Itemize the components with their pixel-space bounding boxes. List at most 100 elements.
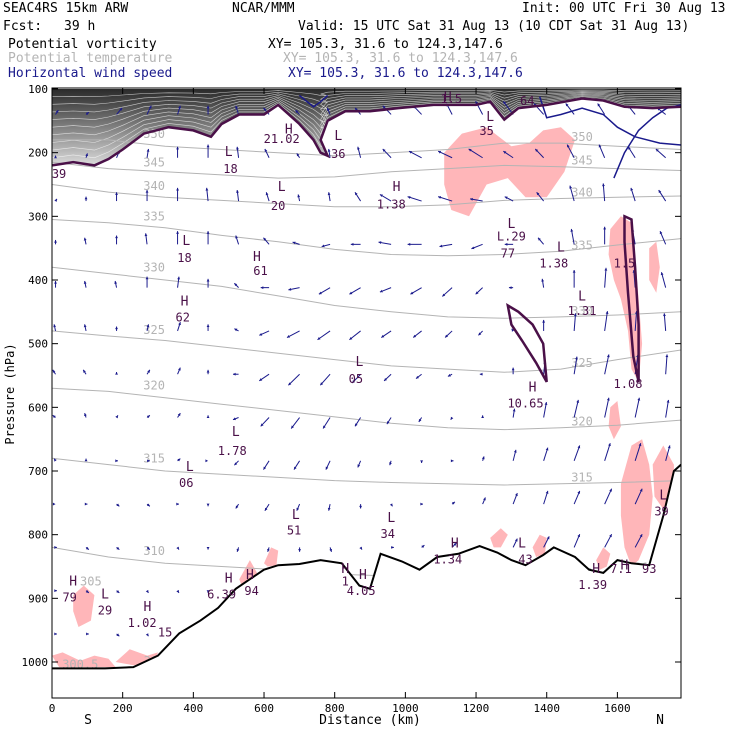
wind-vector-arrow (534, 148, 544, 159)
wind-vector-arrow (407, 196, 422, 202)
wind-maximum-shading (52, 652, 116, 668)
wind-vector-arrow (146, 369, 151, 375)
wind-maximum-shading (649, 241, 660, 293)
theta-contour-label: 305 (80, 575, 102, 589)
field-wind-xy: XY= 105.3, 31.6 to 124.3,147.6 (288, 66, 523, 81)
pv-extremum-value: 06 (179, 476, 193, 490)
theta-contour-line (52, 184, 681, 208)
wind-vector-arrow (604, 267, 608, 288)
terrain-fill (52, 464, 681, 694)
wind-vector-arrow (658, 189, 667, 202)
wind-maximum-shading (239, 560, 257, 589)
wind-maximum-shading (264, 547, 279, 567)
pressure-center-marker: L (292, 508, 300, 523)
wind-vector-arrow (52, 502, 56, 506)
wind-vector-arrow (478, 330, 483, 336)
wind-vector-arrow (206, 278, 210, 288)
wind-vector-arrow (234, 328, 239, 332)
wind-vector-arrow (115, 372, 118, 375)
wind-vector-arrow (418, 417, 423, 423)
wind-vector-arrow (543, 536, 550, 548)
theta-contour-line (52, 457, 681, 486)
wind-vector-arrow (145, 276, 149, 288)
wind-vector-arrow (54, 198, 58, 202)
pv-extremum-value: L.29 (497, 230, 526, 244)
wind-vector-arrow (421, 544, 425, 548)
wind-vector-arrow (86, 632, 89, 636)
theta-contour-line (52, 330, 681, 373)
pressure-center-marker: L (659, 489, 667, 504)
pv-extremum-value: 1.08 (614, 377, 643, 391)
wind-vector-arrow (573, 356, 578, 375)
wind-vector-arrow (52, 414, 56, 419)
wind-vector-arrow (481, 456, 485, 461)
wind-vector-arrow (439, 243, 453, 248)
wind-vector-arrow (655, 148, 666, 159)
wind-vector-arrow (146, 105, 152, 115)
wind-vector-arrow (634, 397, 641, 418)
theta-contour-label: 330 (143, 261, 165, 275)
wind-vector-arrow (504, 242, 514, 246)
x-tick-label: 400 (183, 702, 203, 715)
wind-vector-arrow (604, 488, 613, 505)
wind-vector-arrow (84, 458, 88, 462)
wind-vector-arrow (82, 369, 87, 375)
wind-vector-arrow (604, 443, 611, 461)
theta-contour-label: 320 (571, 415, 593, 429)
wind-speed-contour (538, 96, 681, 146)
wind-vector-arrow (630, 187, 636, 202)
wind-vector-arrow (604, 397, 610, 418)
wind-vector-arrow (627, 146, 636, 159)
theta-contour-line (52, 387, 681, 431)
pressure-center-marker: H (393, 180, 401, 195)
wind-vector-arrow (511, 367, 515, 375)
pressure-center-marker: H (246, 568, 254, 583)
organization: NCAR/MMM (232, 1, 295, 16)
wind-vector-arrow (115, 415, 119, 419)
wind-maximum-shading (73, 585, 95, 627)
wind-vector-arrow (665, 445, 671, 461)
wind-vector-arrow (569, 185, 575, 202)
pv-closed-contour (506, 303, 548, 383)
wind-vector-arrow (177, 105, 181, 115)
pv-extremum-value: 29 (98, 603, 112, 617)
pv-extremum-value: 64 (520, 94, 534, 108)
pressure-center-marker: L (334, 129, 342, 144)
wind-vector-arrow (206, 144, 210, 158)
wind-vector-arrow (114, 280, 118, 288)
wind-vector-arrow (53, 324, 57, 332)
theta-contour-label: 315 (571, 471, 593, 485)
wind-vector-arrow (321, 243, 331, 248)
wind-vector-arrow (85, 590, 90, 594)
wind-vector-arrow (382, 148, 392, 159)
wind-vector-arrow (83, 280, 87, 288)
pressure-center-marker: H (444, 91, 452, 106)
wind-vector-arrow (511, 328, 515, 332)
wind-speed-contour (613, 104, 681, 179)
wind-vector-arrow (286, 330, 300, 338)
wind-vector-arrow (603, 226, 607, 245)
wind-vector-arrow (468, 148, 483, 159)
wind-maximum-shading (620, 439, 653, 567)
wind-vector-arrow (176, 589, 180, 594)
wind-vector-arrow (327, 504, 331, 511)
wind-vector-arrow (54, 239, 57, 245)
wind-vector-arrow (55, 109, 59, 115)
pv-extremum-value: 93 (642, 562, 656, 576)
wind-vector-arrow (145, 589, 149, 594)
pressure-center-marker: L (186, 460, 194, 475)
y-tick-label: 800 (28, 529, 48, 542)
wind-vector-arrow (543, 490, 549, 505)
wind-vector-arrow (267, 547, 270, 552)
wind-vector-arrow (85, 111, 90, 116)
wind-vector-arrow (176, 502, 179, 506)
pv-extremum-value: 51 (287, 524, 301, 538)
wind-vector-arrow (115, 192, 118, 202)
wind-vector-arrow (84, 196, 88, 202)
forecast-label: Fcst: (3, 19, 43, 34)
pressure-center-marker: L (557, 240, 565, 255)
wind-vector-arrow (54, 281, 57, 288)
theta-contour-line (52, 266, 681, 319)
pv-extremum-value: 94 (244, 584, 258, 598)
wind-vector-arrow (503, 150, 514, 159)
